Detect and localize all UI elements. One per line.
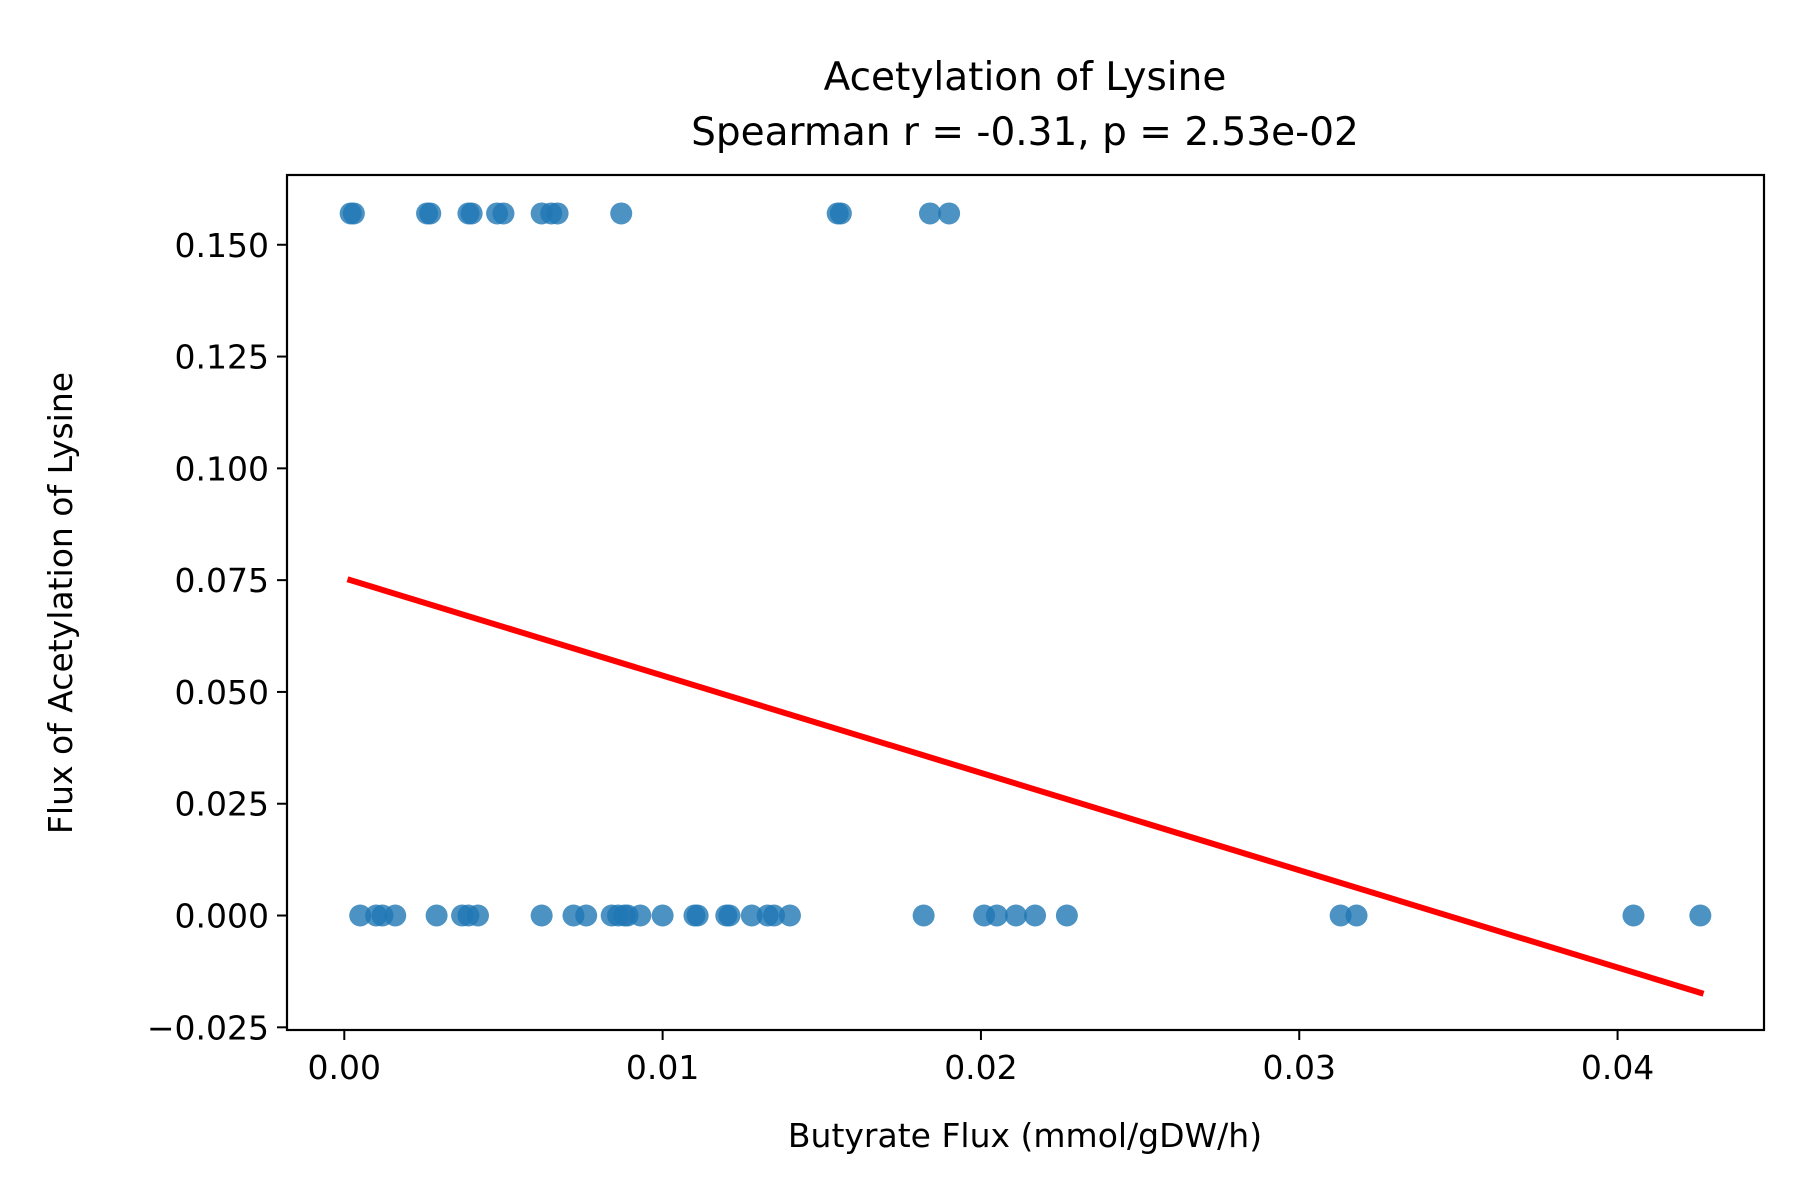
- data-point: [763, 904, 786, 927]
- data-point: [629, 904, 652, 927]
- x-axis-label: Butyrate Flux (mmol/gDW/h): [788, 1116, 1262, 1155]
- plot-marks: [339, 202, 1712, 997]
- data-point: [575, 904, 598, 927]
- data-point: [466, 904, 489, 927]
- data-point: [530, 904, 553, 927]
- data-point: [610, 202, 633, 225]
- data-point: [384, 904, 407, 927]
- regression-line: [346, 576, 1705, 997]
- x-axis: 0.00 0.01 0.02 0.03 0.04: [308, 1030, 1654, 1087]
- plot-area-frame: [285, 173, 1766, 1032]
- data-point: [686, 904, 709, 927]
- y-tick-label: 0.050: [175, 673, 269, 712]
- data-point: [1345, 904, 1368, 927]
- y-tick-label: −0.025: [147, 1008, 269, 1047]
- chart-title: Acetylation of Lysine: [824, 55, 1227, 100]
- data-point: [1055, 904, 1078, 927]
- data-point: [1622, 904, 1645, 927]
- y-tick-label: 0.025: [175, 785, 269, 824]
- data-point: [349, 904, 372, 927]
- data-point: [1004, 904, 1027, 927]
- data-point: [938, 202, 961, 225]
- x-tick-label: 0.00: [308, 1048, 381, 1087]
- x-tick-label: 0.04: [1581, 1048, 1654, 1087]
- data-point: [829, 202, 852, 225]
- x-tick-label: 0.02: [944, 1048, 1017, 1087]
- data-point: [651, 904, 674, 927]
- x-tick-label: 0.03: [1263, 1048, 1336, 1087]
- y-axis-label: Flux of Acetylation of Lysine: [41, 372, 80, 834]
- y-tick-label: 0.150: [175, 226, 269, 265]
- data-point: [492, 202, 515, 225]
- y-tick-label: 0.125: [175, 338, 269, 377]
- data-point: [460, 202, 483, 225]
- data-point: [919, 202, 942, 225]
- data-point: [425, 904, 448, 927]
- y-axis: −0.025 0.000 0.025 0.050 0.075 0.100 0.125 0.15…: [147, 226, 287, 1047]
- data-point: [1329, 904, 1352, 927]
- y-tick-label: 0.100: [175, 449, 269, 488]
- data-point: [718, 904, 741, 927]
- data-point: [342, 202, 365, 225]
- data-point: [912, 904, 935, 927]
- data-point: [419, 202, 442, 225]
- chart-subtitle: Spearman r = -0.31, p = 2.53e-02: [691, 110, 1359, 155]
- data-point: [1024, 904, 1047, 927]
- data-point: [985, 904, 1008, 927]
- data-point: [1689, 904, 1712, 927]
- y-tick-label: 0.000: [175, 897, 269, 936]
- data-point: [778, 904, 801, 927]
- data-point: [546, 202, 569, 225]
- y-tick-label: 0.075: [175, 561, 269, 600]
- data-point: [740, 904, 763, 927]
- x-tick-label: 0.01: [626, 1048, 699, 1087]
